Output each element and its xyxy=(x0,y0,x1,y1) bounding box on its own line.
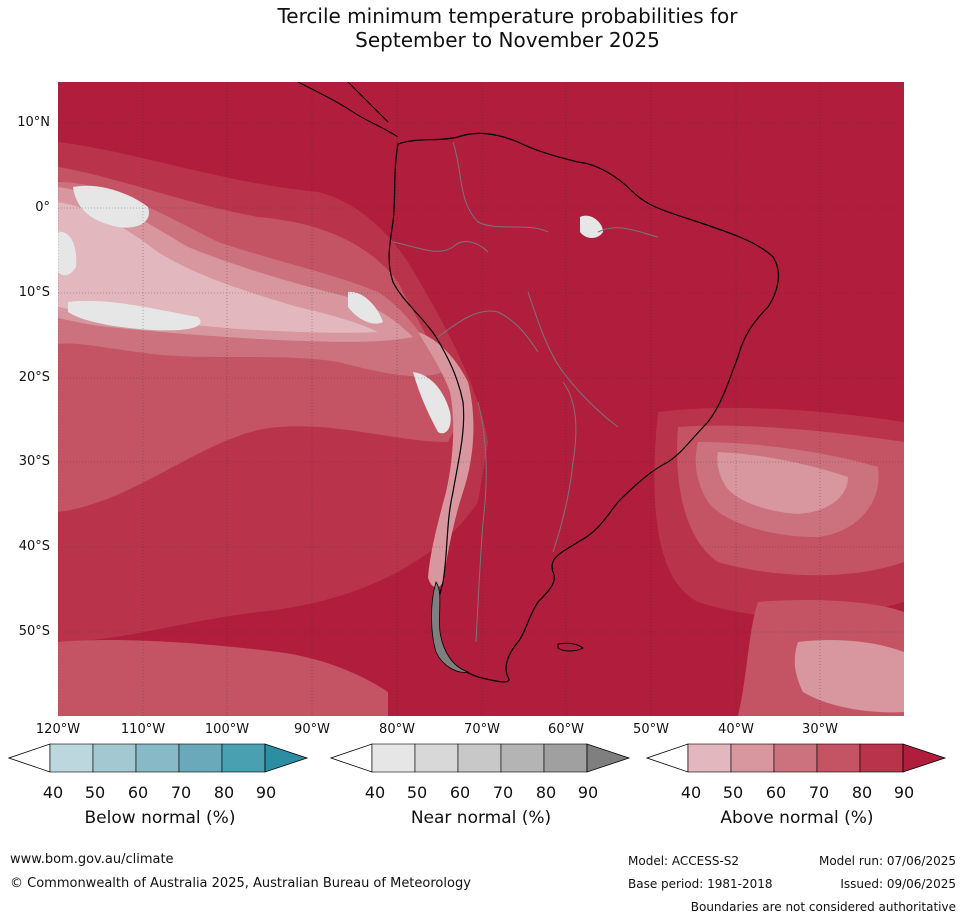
model-text: Model: ACCESS-S2 xyxy=(628,854,740,868)
country-borders xyxy=(392,141,659,643)
near-colorbar-segment xyxy=(500,743,545,773)
lat-label-50s: 50°S xyxy=(18,624,50,639)
model-run-text: Model run: 07/06/2025 xyxy=(818,854,956,868)
map-title: Tercile minimum temperature probabilitie… xyxy=(0,4,965,52)
near-tick-80: 80 xyxy=(535,783,557,802)
above-colorbar-segment xyxy=(816,743,861,773)
south-america-coastline xyxy=(388,132,780,683)
near-normal-patch-4 xyxy=(348,291,383,324)
below-tick-40: 40 xyxy=(42,783,64,802)
near-tick-60: 60 xyxy=(449,783,471,802)
near-normal-patch-2 xyxy=(68,300,201,331)
amazon-patch xyxy=(580,215,603,238)
lon-label-40w: 40°W xyxy=(718,722,754,737)
near-colorbar-segment xyxy=(543,743,588,773)
patagonia-archipelago xyxy=(431,581,470,673)
lon-label-100w: 100°W xyxy=(204,722,250,737)
above-colorbar-segment xyxy=(859,743,904,773)
base-period-text: Base period: 1981-2018 xyxy=(628,877,773,891)
lat-label-10s: 10°S xyxy=(18,285,50,300)
above-tick-90: 90 xyxy=(893,783,915,802)
lon-label-70w: 70°W xyxy=(464,722,500,737)
lat-label-40s: 40°S xyxy=(18,539,50,554)
above-tick-60: 60 xyxy=(765,783,787,802)
near-tick-90: 90 xyxy=(577,783,599,802)
atlantic-band-40 xyxy=(717,452,848,514)
below-colorbar-max-extend xyxy=(264,743,309,773)
above-normal-colorbar xyxy=(646,743,947,773)
south-atlantic-light xyxy=(794,640,904,713)
lon-label-50w: 50°W xyxy=(633,722,669,737)
near-normal-patch-3 xyxy=(58,231,77,276)
website-link[interactable]: www.bom.gov.au/climate xyxy=(10,852,174,867)
near-colorbar-segment xyxy=(414,743,459,773)
graticule xyxy=(58,82,904,716)
below-colorbar-min-extend xyxy=(8,743,51,773)
lat-label-10n: 10°N xyxy=(17,115,50,130)
title-line-1: Tercile minimum temperature probabilitie… xyxy=(277,4,738,28)
below-colorbar-segment xyxy=(178,743,223,773)
near-normal-colorbar xyxy=(330,743,631,773)
below-colorbar-segment xyxy=(221,743,266,773)
probability-map xyxy=(58,82,904,716)
above-tick-40: 40 xyxy=(680,783,702,802)
lon-label-120w: 120°W xyxy=(35,722,81,737)
above-tick-80: 80 xyxy=(851,783,873,802)
lon-label-90w: 90°W xyxy=(294,722,330,737)
below-tick-70: 70 xyxy=(170,783,192,802)
lat-label-30s: 30°S xyxy=(18,454,50,469)
central-america-coastline xyxy=(297,82,399,138)
above-colorbar-segment xyxy=(687,743,732,773)
above-colorbar-segment xyxy=(773,743,818,773)
near-tick-40: 40 xyxy=(364,783,386,802)
below-normal-colorbar xyxy=(8,743,309,773)
above-colorbar-segment xyxy=(730,743,775,773)
near-normal-title: Near normal (%) xyxy=(410,808,552,828)
near-colorbar-segment xyxy=(371,743,416,773)
title-line-2: September to November 2025 xyxy=(355,28,660,52)
above-colorbar-min-extend xyxy=(646,743,689,773)
near-tick-70: 70 xyxy=(492,783,514,802)
above-tick-50: 50 xyxy=(722,783,744,802)
near-colorbar-min-extend xyxy=(330,743,373,773)
lat-label-20s: 20°S xyxy=(18,370,50,385)
below-normal-title: Below normal (%) xyxy=(84,808,236,828)
south-pacific-band xyxy=(58,640,388,716)
pacific-band-40 xyxy=(58,202,378,333)
near-colorbar-max-extend xyxy=(586,743,631,773)
falklands xyxy=(557,642,584,652)
lon-label-80w: 80°W xyxy=(379,722,415,737)
below-tick-80: 80 xyxy=(213,783,235,802)
below-colorbar-segment xyxy=(92,743,137,773)
copyright-text: © Commonwealth of Australia 2025, Austra… xyxy=(10,876,471,891)
near-normal-patch-1 xyxy=(73,185,149,228)
lon-label-30w: 30°W xyxy=(802,722,838,737)
near-tick-50: 50 xyxy=(406,783,428,802)
map-canvas xyxy=(58,82,904,716)
andes-coast-near xyxy=(413,372,451,434)
lon-label-110w: 110°W xyxy=(120,722,166,737)
above-tick-70: 70 xyxy=(808,783,830,802)
below-colorbar-segment xyxy=(135,743,180,773)
issued-text: Issued: 09/06/2025 xyxy=(840,877,956,891)
below-colorbar-segment xyxy=(49,743,94,773)
near-colorbar-segment xyxy=(457,743,502,773)
lon-label-60w: 60°W xyxy=(548,722,584,737)
below-tick-90: 90 xyxy=(255,783,277,802)
below-tick-60: 60 xyxy=(127,783,149,802)
disclaimer-text: Boundaries are not considered authoritat… xyxy=(690,900,956,914)
above-colorbar-max-extend xyxy=(902,743,947,773)
below-tick-50: 50 xyxy=(84,783,106,802)
above-normal-title: Above normal (%) xyxy=(720,808,874,828)
andes-coast-band xyxy=(418,332,474,588)
lat-label-0: 0° xyxy=(35,200,50,215)
